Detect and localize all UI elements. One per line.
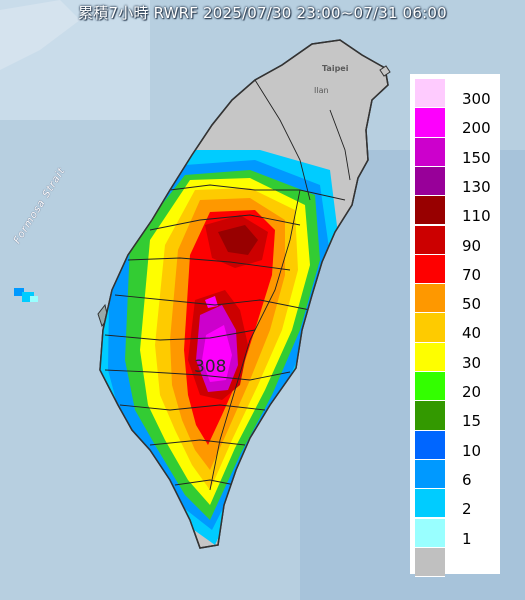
legend-swatch — [415, 489, 445, 519]
taiwan-island — [99, 39, 389, 549]
place-label-taipei: Taipei — [322, 64, 349, 73]
legend-swatch — [415, 196, 445, 226]
legend-swatch — [415, 166, 445, 197]
legend-swatch — [415, 547, 445, 578]
legend-swatch — [415, 518, 445, 548]
legend-swatch — [415, 313, 445, 343]
legend-label: 40 — [462, 324, 482, 343]
legend-label: 150 — [462, 148, 491, 167]
legend-swatch — [415, 254, 445, 285]
offshore-rain-patch — [14, 288, 38, 302]
legend-label: 30 — [462, 353, 482, 372]
peak-rainfall-label: 308 — [194, 357, 227, 377]
legend-swatch — [415, 108, 445, 138]
legend-label: 6 — [462, 470, 472, 489]
legend-label: 130 — [462, 177, 491, 196]
map-title: 累積7小時 RWRF 2025/07/30 23:00~07/31 06:00 — [78, 4, 447, 22]
legend-swatch — [415, 430, 445, 460]
legend-label: 10 — [462, 441, 482, 460]
legend-swatch — [415, 342, 445, 372]
legend-swatch — [415, 401, 445, 431]
legend-label: 20 — [462, 383, 482, 401]
legend-label: 90 — [462, 236, 482, 255]
rainfall-legend: 300 200 150 130 110 90 70 50 40 30 20 15 10 6 2 1 — [410, 74, 500, 578]
legend-label: 110 — [462, 207, 491, 226]
legend-swatch — [415, 225, 445, 255]
legend-swatch — [415, 79, 445, 109]
legend-swatch — [415, 459, 445, 490]
place-label-yilan: Ilan — [314, 86, 329, 95]
legend-swatch — [415, 372, 445, 402]
legend-swatch — [415, 137, 445, 167]
legend-label: 2 — [462, 500, 472, 519]
legend-label: 70 — [462, 265, 482, 284]
legend-swatch — [415, 284, 445, 314]
legend-label: 1 — [462, 529, 472, 548]
legend-label: 15 — [462, 412, 482, 431]
legend-label: 50 — [462, 295, 482, 314]
legend-label: 200 — [462, 119, 491, 138]
legend-label: 300 — [462, 90, 491, 108]
